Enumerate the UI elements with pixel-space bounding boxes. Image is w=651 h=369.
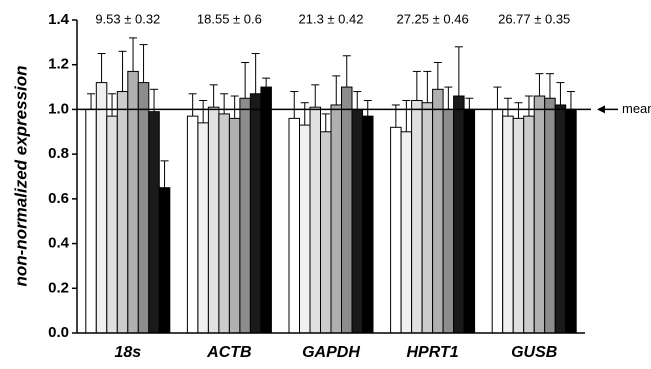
y-tick-label: 0.0 (48, 324, 69, 341)
bar (565, 108, 577, 334)
bar (186, 115, 199, 334)
annotation: 21.3 ± 0.42 (299, 11, 364, 26)
bar (309, 106, 321, 334)
bar (544, 97, 556, 334)
x-tick-label: GUSB (511, 344, 557, 361)
bar (249, 93, 262, 334)
bar (127, 70, 139, 334)
bar (288, 117, 300, 334)
bar (320, 131, 332, 334)
bar (512, 117, 525, 334)
y-tick-label: 0.6 (48, 190, 69, 207)
bar (400, 131, 413, 334)
bar (218, 113, 230, 334)
bar (330, 104, 342, 334)
bar (390, 126, 402, 334)
bar (523, 115, 535, 334)
bar (239, 97, 251, 334)
y-axis-label: non-normalized expression (11, 65, 30, 286)
y-tick-label: 0.8 (48, 145, 69, 162)
bar (533, 95, 546, 334)
x-tick-label: GAPDH (302, 344, 360, 361)
bar (228, 117, 241, 334)
bar (442, 108, 455, 334)
bar (502, 115, 514, 334)
bar (207, 106, 220, 334)
x-tick-label: HPRT1 (407, 344, 459, 361)
bar (341, 86, 353, 334)
bar (95, 82, 108, 334)
bar (197, 122, 209, 334)
bar (106, 115, 118, 334)
y-tick-label: 1.4 (48, 11, 70, 28)
bar (554, 104, 567, 334)
bar (137, 82, 150, 334)
bar (411, 99, 423, 334)
y-tick-label: 1.2 (48, 56, 69, 73)
y-tick-label: 0.2 (48, 279, 69, 296)
reference-label: mean (622, 101, 651, 116)
bar (362, 115, 374, 334)
bar (260, 86, 272, 334)
bar (351, 108, 363, 334)
bar (299, 124, 311, 334)
y-tick-label: 0.4 (48, 235, 70, 252)
bar (116, 91, 129, 334)
annotation: 26.77 ± 0.35 (498, 11, 570, 26)
bar (148, 111, 160, 334)
bar (85, 108, 97, 334)
annotation: 9.53 ± 0.32 (95, 11, 160, 26)
bar (421, 102, 434, 334)
arrow-head (597, 105, 605, 114)
bar (453, 95, 465, 334)
bar (491, 108, 504, 334)
bar (158, 187, 171, 334)
y-tick-label: 1.0 (48, 100, 69, 117)
bar (432, 88, 444, 334)
annotation: 27.25 ± 0.46 (396, 11, 468, 26)
x-tick-label: ACTB (206, 344, 251, 361)
x-tick-label: 18s (114, 344, 141, 361)
annotation: 18.55 ± 0.6 (197, 11, 262, 26)
bar (463, 108, 476, 334)
